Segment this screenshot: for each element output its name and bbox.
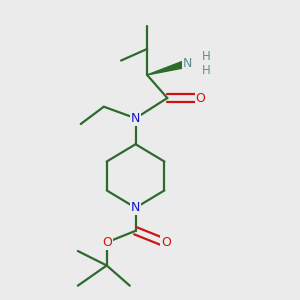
Text: H: H: [202, 50, 211, 63]
Text: O: O: [102, 236, 112, 249]
Text: H: H: [202, 64, 211, 77]
Text: N: N: [183, 57, 192, 70]
Text: N: N: [131, 112, 140, 125]
Text: O: O: [161, 236, 171, 249]
Text: O: O: [196, 92, 206, 104]
Polygon shape: [147, 60, 189, 75]
Text: N: N: [131, 201, 140, 214]
